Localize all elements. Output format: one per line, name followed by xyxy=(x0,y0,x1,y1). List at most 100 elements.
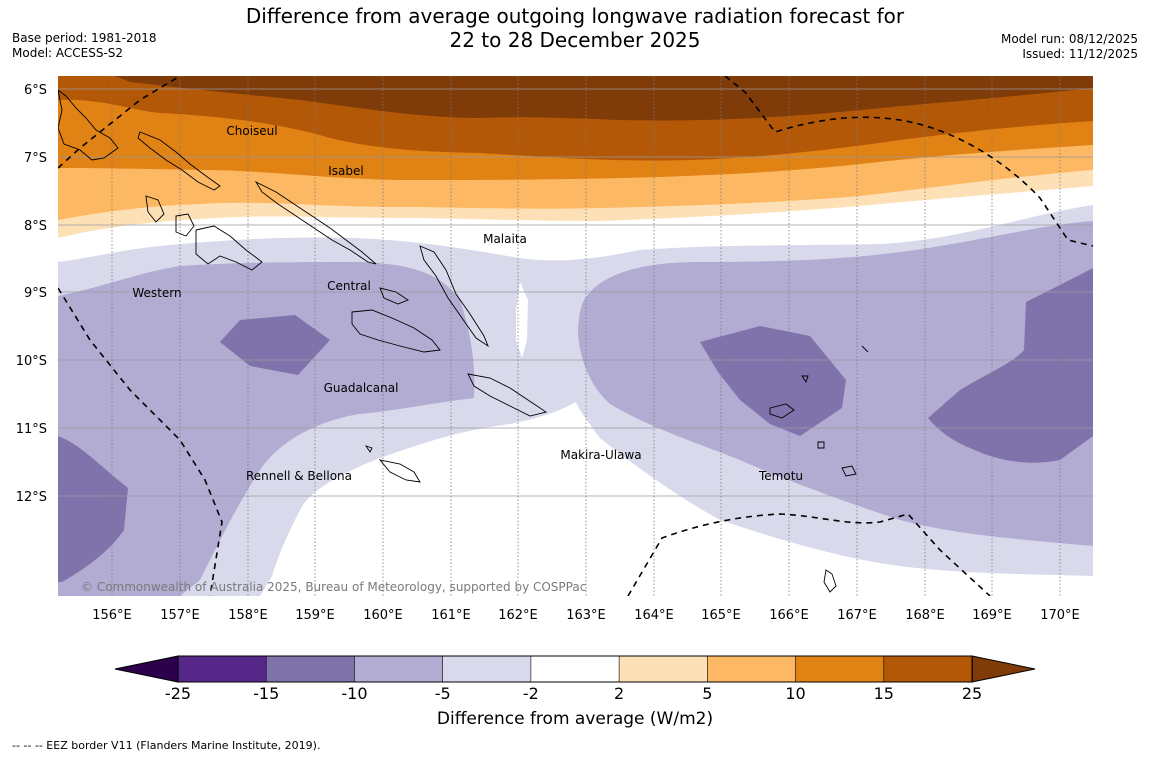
region-label-makira-ulawa: Makira-Ulawa xyxy=(560,448,641,462)
colorbar-swatch xyxy=(618,655,709,683)
band-minus-10-to-minus-15-temotu xyxy=(700,326,846,436)
colorbar-tick-label: 15 xyxy=(874,684,894,703)
coast-makira xyxy=(467,373,548,417)
lat-label: 12°S xyxy=(16,490,47,505)
lat-label: 10°S xyxy=(16,354,47,369)
eez-border-west xyxy=(58,287,223,596)
coast-new-georgia xyxy=(195,225,263,271)
model-run: Model run: 08/12/2025 xyxy=(1000,32,1138,46)
lat-label: 8°S xyxy=(24,219,47,234)
lon-gridlines xyxy=(111,76,1061,596)
lon-label: 162°E xyxy=(498,608,538,623)
lon-label: 166°E xyxy=(769,608,809,623)
region-labels: Choiseul Isabel Malaita Central Western … xyxy=(132,124,803,483)
lat-labels: 6°S 7°S 8°S 9°S 10°S 11°S 12°S xyxy=(16,83,47,505)
region-label-central: Central xyxy=(327,279,371,293)
lat-label: 11°S xyxy=(16,422,47,437)
chart-title: Difference from average outgoing longwav… xyxy=(0,4,1150,52)
colorbar-tick-label: 5 xyxy=(702,684,712,703)
colorbar-swatch xyxy=(265,655,356,683)
colorbar-tick-label: 10 xyxy=(785,684,805,703)
forecast-field xyxy=(58,76,1093,596)
colorbar-tick-label: -25 xyxy=(165,684,191,703)
coast-tikopia xyxy=(841,465,857,477)
lon-label: 163°E xyxy=(566,608,606,623)
issued-date: Issued: 11/12/2025 xyxy=(1022,47,1138,61)
lon-label: 159°E xyxy=(295,608,335,623)
colorbar-ticks: -25 -15 -10 -5 -2 2 5 10 15 25 xyxy=(165,684,982,703)
coast-rennell xyxy=(378,459,421,483)
meta-left: Base period: 1981-2018 Model: ACCESS-S2 xyxy=(12,31,157,61)
coast-bellona xyxy=(364,445,373,453)
region-label-rennell-bellona: Rennell & Bellona xyxy=(246,469,352,483)
eez-border-north-east xyxy=(724,76,1093,247)
coast-bougainville xyxy=(58,89,119,161)
lon-label: 157°E xyxy=(160,608,200,623)
lon-label: 160°E xyxy=(363,608,403,623)
lon-label: 158°E xyxy=(228,608,268,623)
white-gap-patch xyxy=(516,282,528,358)
title-line-1: Difference from average outgoing longwav… xyxy=(245,4,905,28)
lat-label: 9°S xyxy=(24,286,47,301)
colorbar-over-arrow xyxy=(971,655,1036,683)
coast-nggela xyxy=(379,287,409,305)
colorbar-tick-label: -10 xyxy=(341,684,367,703)
coast-guadalcanal xyxy=(351,309,441,353)
region-label-malaita: Malaita xyxy=(483,232,527,246)
coast-reef-islands xyxy=(861,345,869,353)
lon-label: 169°E xyxy=(972,608,1012,623)
region-label-choiseul: Choiseul xyxy=(226,124,277,138)
region-label-isabel: Isabel xyxy=(328,164,363,178)
base-period: Base period: 1981-2018 xyxy=(12,31,157,45)
colorbar-swatch xyxy=(883,655,973,683)
region-label-temotu: Temotu xyxy=(758,469,803,483)
lon-label: 156°E xyxy=(92,608,132,623)
lon-label: 161°E xyxy=(431,608,471,623)
region-label-western: Western xyxy=(132,286,181,300)
colorbar-tick-label: 25 xyxy=(962,684,982,703)
region-label-guadalcanal: Guadalcanal xyxy=(324,381,399,395)
eez-border-south-east xyxy=(627,513,991,596)
eez-border-north-west xyxy=(58,76,181,169)
colorbar-swatch xyxy=(177,655,268,683)
eez-legend: -- -- -- EEZ border V11 (Flanders Marine… xyxy=(12,739,321,752)
band-minus-5-to-minus-10 xyxy=(58,221,1093,596)
coast-isabel xyxy=(254,180,377,265)
coast-vella-lavella xyxy=(145,195,165,223)
colorbar-swatch xyxy=(795,655,885,683)
coast-malaita xyxy=(419,245,489,348)
colorbar-frame xyxy=(177,655,973,683)
colorbar-tick-label: 2 xyxy=(614,684,624,703)
title-line-2: 22 to 28 December 2025 xyxy=(449,28,701,52)
lon-label: 167°E xyxy=(837,608,877,623)
meta-right: Model run: 08/12/2025 Issued: 11/12/2025 xyxy=(1001,32,1138,62)
colorbar-swatch xyxy=(530,655,620,683)
coast-choiseul xyxy=(137,131,221,191)
eez-borders xyxy=(58,76,1093,596)
lon-labels: 156°E 157°E 158°E 159°E 160°E 161°E 162°… xyxy=(92,608,1080,623)
colorbar-tick-label: -2 xyxy=(523,684,539,703)
model-name: Model: ACCESS-S2 xyxy=(12,46,124,60)
lat-label: 6°S xyxy=(24,83,47,98)
band-minus-10-to-minus-15-south xyxy=(58,436,128,582)
lon-label: 170°E xyxy=(1040,608,1080,623)
colorbar-tick-label: -15 xyxy=(253,684,279,703)
lat-label: 7°S xyxy=(24,151,47,166)
colorbar-label: Difference from average (W/m2) xyxy=(436,709,714,729)
coast-vanuatu-north xyxy=(823,569,837,593)
band-minus-10-to-minus-15-east xyxy=(928,268,1093,463)
copyright-notice: © Commonwealth of Australia 2025, Bureau… xyxy=(81,580,587,594)
coast-duff-islands xyxy=(801,375,809,384)
lon-label: 168°E xyxy=(905,608,945,623)
colorbar-swatch xyxy=(442,655,532,683)
colorbar-tick-label: -5 xyxy=(435,684,451,703)
colorbar-swatches xyxy=(177,655,973,683)
band-over-25 xyxy=(115,76,1093,121)
coastlines xyxy=(58,89,869,593)
lon-label: 164°E xyxy=(634,608,674,623)
colorbar-swatch xyxy=(707,655,797,683)
colorbar: -25 -15 -10 -5 -2 2 5 10 15 25 xyxy=(114,655,1036,703)
coast-anuta xyxy=(817,441,825,449)
colorbar-under-arrow xyxy=(114,655,179,683)
